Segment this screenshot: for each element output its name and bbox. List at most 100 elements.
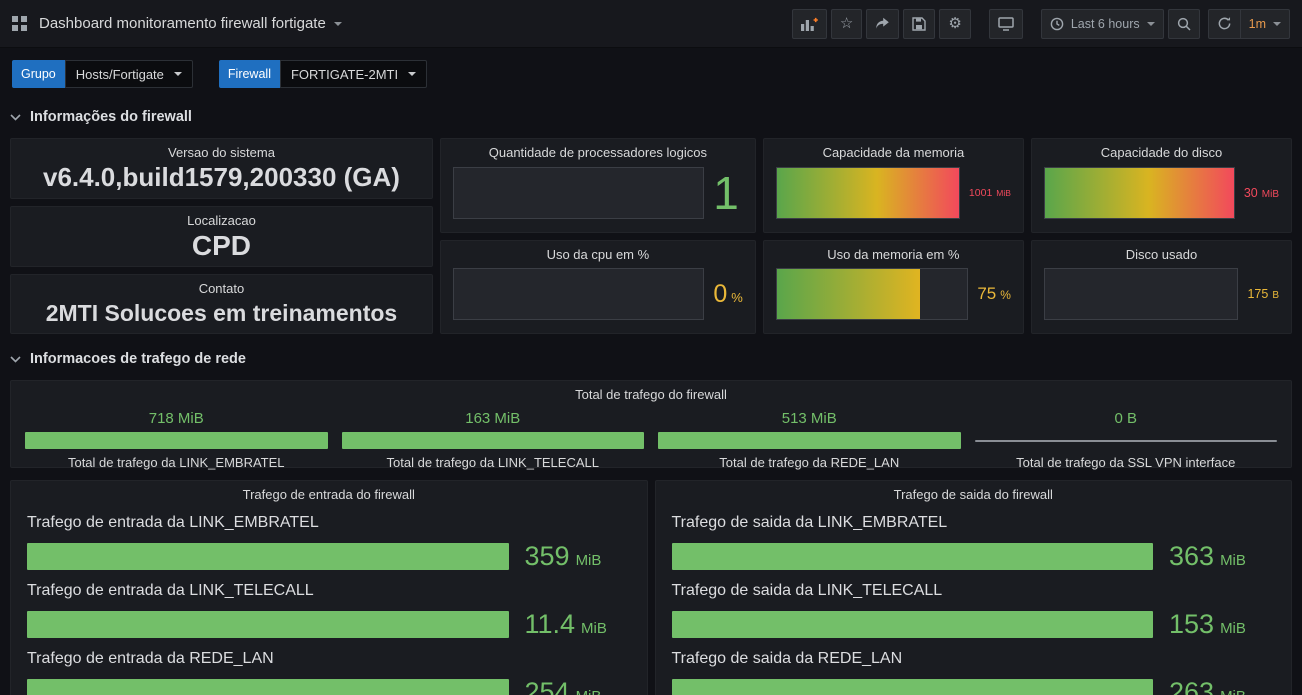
variable-grupo-value: Hosts/Fortigate [75, 66, 164, 82]
panel-title[interactable]: Uso da cpu em % [546, 246, 650, 262]
panel-memory-usage: Uso da memoria em % 75% [762, 239, 1024, 334]
variable-grupo-dropdown[interactable]: Hosts/Fortigate [64, 60, 193, 88]
total-traffic-item: 163 MiB Total de trafego da LINK_TELECAL… [341, 410, 644, 470]
gauge-label: Total de trafego da REDE_LAN [719, 455, 900, 470]
add-panel-button[interactable] [791, 8, 827, 39]
bar-chart-plus-icon [800, 17, 818, 31]
panel-disk-capacity: Capacidade do disco 30 MiB [1030, 138, 1292, 233]
refresh-interval-button[interactable]: 1m [1239, 8, 1290, 39]
variable-grupo: Grupo Hosts/Fortigate [12, 60, 193, 88]
bar-gauge-track [452, 166, 705, 219]
variable-firewall-value: FORTIGATE-2MTI [290, 66, 399, 82]
save-button[interactable] [903, 8, 936, 39]
gauge-label: Trafego de entrada da LINK_EMBRATEL [27, 514, 319, 531]
panel-title[interactable]: Uso da memoria em % [827, 246, 960, 262]
traffic-item: Trafego de saida da LINK_EMBRATEL 363 MiB [671, 514, 1276, 572]
bar-gauge-track [775, 268, 969, 321]
gauge-label: Total de trafego da LINK_TELECALL [386, 455, 599, 470]
chevron-down-icon [333, 21, 342, 26]
bar-gauge-track [1043, 268, 1239, 321]
gauge-value: 513 MiB [781, 410, 837, 427]
star-button[interactable]: ☆ [830, 8, 863, 39]
variable-firewall-dropdown[interactable]: FORTIGATE-2MTI [279, 60, 428, 88]
bar-gauge-fill [671, 679, 1153, 695]
traffic-item: Trafego de saida da REDE_LAN 263MiB [671, 650, 1276, 695]
panel-memory-capacity: Capacidade da memoria 1001 MiB [762, 138, 1024, 233]
panel-title[interactable]: Localizacao [187, 212, 256, 228]
row-title: Informações do firewall [30, 109, 192, 125]
stat-column: Versao do sistema v6.4.0,build1579,20033… [10, 138, 433, 334]
bar-gauge-fill [776, 269, 920, 320]
clock-icon [1050, 17, 1064, 31]
variable-firewall-label: Firewall [218, 60, 280, 88]
refresh-group: 1m [1207, 8, 1290, 39]
gauge-value: 0 B [1114, 410, 1137, 427]
total-traffic-item: 0 B Total de trafego da SSL VPN interfac… [974, 410, 1277, 470]
chevron-down-icon [10, 355, 21, 363]
panel-title[interactable]: Quantidade de processadores logicos [488, 145, 708, 160]
bar-gauge-fill [671, 611, 1153, 638]
panel-title[interactable]: Contato [198, 280, 245, 296]
gauge-value: 175 B [1247, 287, 1279, 302]
bar-gauge-track [341, 432, 644, 449]
memory-column: Capacidade da memoria 1001 MiB Uso da mem… [762, 138, 1024, 334]
traffic-grid: Trafego de entrada do firewall Trafego d… [10, 480, 1292, 695]
row-firewall-info[interactable]: Informações do firewall [10, 104, 1292, 130]
bar-gauge-track [671, 679, 1153, 695]
bar-gauge-fill [27, 679, 509, 695]
bar-gauge-fill [27, 543, 509, 570]
row-title: Informacoes de trafego de rede [30, 351, 246, 367]
gauge-value: 718 MiB [148, 410, 204, 427]
traffic-item: Trafego de entrada da REDE_LAN 254MiB [27, 650, 631, 695]
bar-gauge-track [658, 432, 961, 449]
panel-title[interactable]: Trafego de entrada do firewall [242, 487, 415, 502]
refresh-icon [1217, 16, 1232, 31]
magnifier-icon [1177, 17, 1191, 31]
refresh-button[interactable] [1207, 8, 1241, 39]
bar-gauge-fill [974, 439, 1277, 442]
panel-title[interactable]: Capacidade da memoria [822, 145, 965, 160]
time-range-label: Last 6 hours [1070, 16, 1140, 31]
gear-icon: ⚙ [948, 15, 962, 32]
gauge-value: 163 MiB [465, 410, 521, 427]
row-network-traffic[interactable]: Informacoes de trafego de rede [10, 346, 1292, 372]
zoom-out-button[interactable] [1167, 8, 1200, 39]
gauge-value: 0% [713, 279, 743, 308]
panel-logical-processors: Quantidade de processadores logicos 1 [439, 138, 756, 233]
bar-gauge-fill [671, 543, 1153, 570]
panel-title[interactable]: Trafego de saida do firewall [893, 487, 1053, 502]
total-traffic-item: 718 MiB Total de trafego da LINK_EMBRATE… [25, 410, 328, 470]
panel-title[interactable]: Disco usado [1125, 246, 1198, 262]
chevron-down-icon [173, 72, 182, 76]
apps-menu-icon[interactable] [12, 16, 27, 31]
gauge-value: 75% [977, 284, 1011, 304]
settings-button[interactable]: ⚙ [939, 8, 971, 39]
gauge-value: 1 [713, 166, 739, 219]
panel-inbound-traffic: Trafego de entrada do firewall Trafego d… [10, 480, 648, 695]
variable-grupo-label: Grupo [12, 60, 65, 88]
gauge-value: 263MiB [1169, 677, 1246, 695]
gauge-label: Trafego de entrada da LINK_TELECALL [27, 582, 314, 599]
star-icon: ☆ [839, 15, 854, 32]
panel-title[interactable]: Capacidade do disco [1100, 145, 1223, 160]
disk-column: Capacidade do disco 30 MiB Disco usado [1030, 138, 1292, 334]
panel-title[interactable]: Total de trafego do firewall [575, 387, 727, 402]
chevron-down-icon [1273, 21, 1281, 26]
chevron-down-icon [1146, 21, 1155, 26]
chevron-down-icon [10, 113, 21, 121]
refresh-interval-label: 1m [1248, 16, 1266, 31]
tv-mode-button[interactable] [988, 8, 1023, 39]
panel-title[interactable]: Versao do sistema [167, 145, 275, 160]
time-range-button[interactable]: Last 6 hours [1040, 8, 1164, 39]
bar-gauge-track [27, 679, 509, 695]
cpu-column: Quantidade de processadores logicos 1 Us… [439, 138, 756, 334]
panel-outbound-traffic: Trafego de saida do firewall Trafego de … [654, 480, 1292, 695]
share-button[interactable] [866, 8, 900, 39]
navbar: Dashboard monitoramento firewall fortiga… [0, 0, 1302, 48]
gauge-value: 1001 MiB [968, 186, 1011, 199]
dashboard-title-button[interactable]: Dashboard monitoramento firewall fortiga… [39, 15, 342, 32]
bar-gauge-track [25, 432, 328, 449]
gauge-label: Trafego de entrada da REDE_LAN [27, 650, 274, 667]
panel-contact: Contato 2MTI Solucoes em treinamentos [10, 273, 433, 334]
gauge-value: 153 MiB [1169, 609, 1246, 639]
